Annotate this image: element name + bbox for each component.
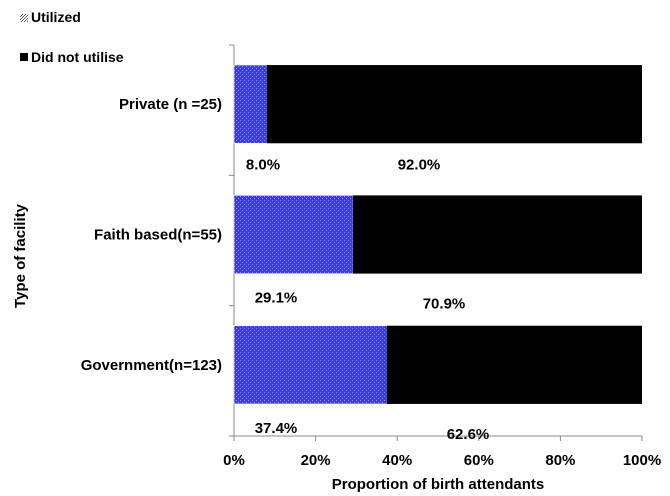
data-label-utilized: 8.0%	[246, 156, 280, 173]
bars	[233, 64, 642, 405]
legend-label-did-not-utilise: Did not utilise	[31, 49, 124, 65]
x-tick-label: 0%	[223, 452, 245, 469]
x-tick-label: 80%	[545, 452, 575, 469]
legend-item-did-not-utilise[interactable]: Did not utilise	[20, 49, 124, 65]
legend-item-utilized[interactable]: Utilized	[20, 9, 81, 25]
data-label-utilized: 37.4%	[255, 420, 298, 437]
x-axis-ticks: 0% 20% 40% 60% 80% 100%	[223, 436, 661, 469]
bar-segment-did-not-utilise	[386, 325, 642, 404]
bar-segment-did-not-utilise	[266, 65, 642, 144]
data-labels: 8.0% 92.0% 29.1% 70.9% 37.4% 62.6%	[246, 156, 489, 443]
y-axis-ticks	[229, 44, 234, 437]
x-tick-label: 40%	[382, 452, 412, 469]
legend-swatch-did-not-utilise	[20, 53, 28, 61]
x-tick-label: 100%	[623, 452, 661, 469]
data-label-utilized: 29.1%	[255, 290, 298, 307]
x-axis-title: Proportion of birth attendants	[332, 476, 544, 493]
bar-segment-utilized	[233, 195, 353, 274]
bar-segment-did-not-utilise	[352, 195, 642, 274]
x-tick-label: 20%	[301, 452, 331, 469]
legend-swatch-utilized	[20, 14, 28, 22]
legend: Utilized Did not utilise	[20, 9, 124, 65]
data-label-did-not-utilise: 70.9%	[423, 296, 466, 313]
category-label: Government(n=123)	[81, 357, 222, 374]
legend-label-utilized: Utilized	[31, 9, 81, 25]
bar-segment-utilized	[233, 325, 387, 405]
y-axis-title: Type of facility	[12, 203, 29, 308]
category-labels: Private (n =25) Faith based(n=55) Governme…	[81, 96, 222, 374]
data-label-did-not-utilise: 62.6%	[447, 426, 490, 443]
category-label: Faith based(n=55)	[94, 227, 222, 244]
x-tick-label: 60%	[464, 452, 494, 469]
data-label-did-not-utilise: 92.0%	[398, 156, 441, 173]
category-label: Private (n =25)	[119, 96, 222, 113]
bar-segment-utilized	[233, 64, 267, 144]
